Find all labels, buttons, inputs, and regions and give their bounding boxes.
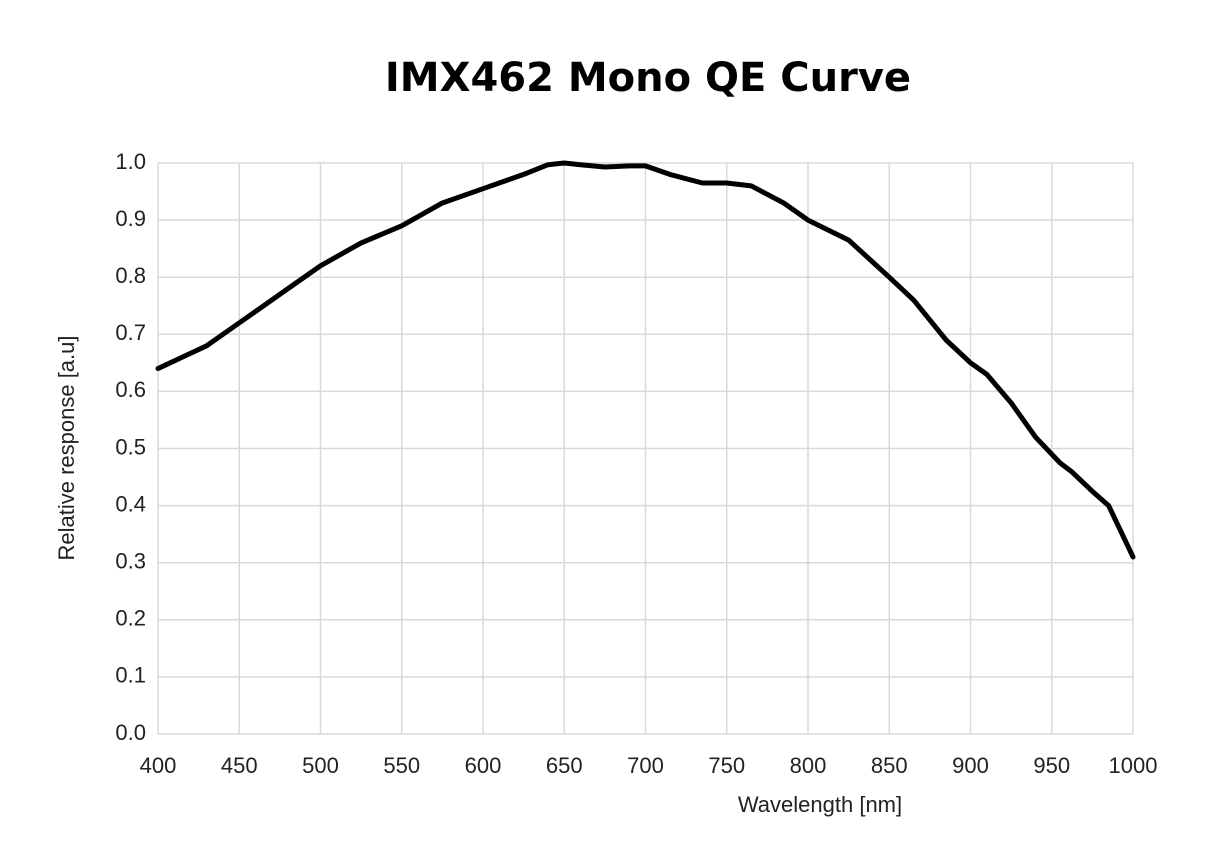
x-tick-label: 700 — [627, 753, 664, 778]
y-tick-label: 0.7 — [115, 320, 146, 345]
x-tick-label: 950 — [1033, 753, 1070, 778]
y-tick-label: 0.5 — [115, 434, 146, 459]
y-axis-label: Relative response [a.u] — [54, 335, 79, 560]
y-tick-label: 0.2 — [115, 606, 146, 631]
x-tick-label: 850 — [871, 753, 908, 778]
x-tick-label: 900 — [952, 753, 989, 778]
y-tick-label: 0.6 — [115, 377, 146, 402]
x-tick-label: 400 — [140, 753, 177, 778]
x-tick-label: 800 — [790, 753, 827, 778]
y-tick-label: 0.8 — [115, 263, 146, 288]
x-tick-label: 500 — [302, 753, 339, 778]
x-tick-label: 600 — [465, 753, 502, 778]
x-tick-label: 750 — [708, 753, 745, 778]
y-tick-label: 0.3 — [115, 549, 146, 574]
x-tick-label: 550 — [383, 753, 420, 778]
data-line — [155, 160, 1136, 560]
y-tick-label: 0.1 — [115, 663, 146, 688]
y-tick-label: 0.9 — [115, 206, 146, 231]
x-tick-label: 1000 — [1109, 753, 1158, 778]
y-tick-label: 0.0 — [115, 720, 146, 745]
x-tick-label: 450 — [221, 753, 258, 778]
y-tick-label: 1.0 — [115, 149, 146, 174]
x-axis-label: Wavelength [nm] — [738, 792, 902, 817]
y-tick-label: 0.4 — [115, 491, 146, 516]
chart-title: IMX462 Mono QE Curve — [385, 55, 911, 101]
x-tick-label: 650 — [546, 753, 583, 778]
